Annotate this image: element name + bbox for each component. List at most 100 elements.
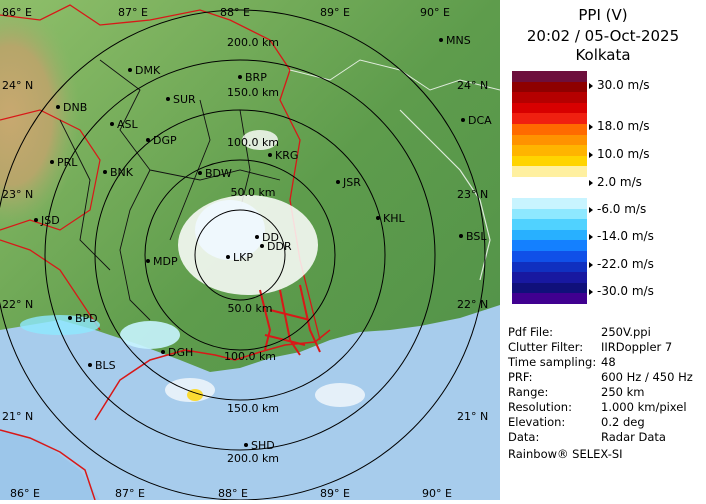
color-swatch <box>512 113 587 125</box>
lat-right-23: 23° N <box>457 188 488 201</box>
lon-bot-86: 86° E <box>10 487 40 500</box>
meta-value: 0.2 deg <box>601 415 645 429</box>
lat-right-24: 24° N <box>457 79 488 92</box>
city-asl: ASL <box>117 118 139 131</box>
plateau-shading <box>0 0 200 330</box>
lat-left-21: 21° N <box>2 410 33 423</box>
city-prl: PRL <box>57 156 78 169</box>
meta-key: Clutter Filter: <box>508 340 584 354</box>
meta-key: Pdf File: <box>508 325 554 339</box>
range-label-s-50: 50.0 km <box>227 302 272 315</box>
station-title: Kolkata <box>575 46 631 64</box>
range-label-n-200: 200.0 km <box>227 36 279 49</box>
legend-marker-icon <box>589 151 593 158</box>
city-dca: DCA <box>468 114 492 127</box>
city-bls: BLS <box>95 359 116 372</box>
district-borders <box>59 59 281 321</box>
meta-row: Range: 250 km <box>508 385 644 399</box>
color-swatch <box>512 102 587 114</box>
meta-row: Clutter Filter: IIRDoppler 7 <box>508 340 672 354</box>
color-swatch <box>512 293 587 305</box>
city-mdp: MDP <box>153 255 178 268</box>
color-swatch <box>512 251 587 263</box>
meta-value: IIRDoppler 7 <box>601 340 673 354</box>
meta-key: Range: <box>508 385 549 399</box>
bay-of-bengal <box>0 305 500 500</box>
legend-text: 18.0 m/s <box>597 119 650 133</box>
city-sur: SUR <box>173 93 196 106</box>
product-title: PPI (V) <box>578 6 628 24</box>
legend-text: -22.0 m/s <box>597 257 654 271</box>
datetime-title: 20:02 / 05-Oct-2025 <box>526 27 680 45</box>
meta-value: 600 Hz / 450 Hz <box>601 370 693 384</box>
sundarbans-channels <box>259 284 321 356</box>
echo-core <box>195 200 265 260</box>
color-swatch <box>512 145 587 157</box>
meta-value: Radar Data <box>601 430 666 444</box>
legend-marker-icon <box>589 179 593 186</box>
legend-marker-icon <box>589 206 593 213</box>
lon-bot-89: 89° E <box>320 487 350 500</box>
velocity-color-scale <box>512 71 587 305</box>
city-krg: KRG <box>275 149 298 162</box>
legend-marker-icon <box>589 82 593 89</box>
legend-label-30: 30.0 m/s <box>589 78 650 92</box>
city-mns: MNS <box>446 34 471 47</box>
city-brp: BRP <box>245 71 267 84</box>
color-swatch <box>512 92 587 104</box>
range-label-s-100: 100.0 km <box>224 350 276 363</box>
meta-key: PRF: <box>508 370 533 384</box>
legend-label-18: 18.0 m/s <box>589 119 650 133</box>
lon-top-89: 89° E <box>320 6 350 19</box>
lat-left-22: 22° N <box>2 298 33 311</box>
graticule-labels: 86° E 87° E 88° E 89° E 90° E 86° E 87° … <box>2 6 488 500</box>
lon-top-86: 86° E <box>2 6 32 19</box>
radar-map-svg: 200.0 km 150.0 km 100.0 km 50.0 km 50.0 … <box>0 0 501 501</box>
color-swatch <box>512 272 587 284</box>
city-dnb: DNB <box>63 101 87 114</box>
meta-row: Data: Radar Data <box>508 430 666 444</box>
lon-bot-90: 90° E <box>422 487 452 500</box>
city-dd: DD <box>262 231 279 244</box>
ring-50km <box>194 209 286 301</box>
city-bnk: BNK <box>110 166 134 179</box>
state-border-west <box>0 239 101 331</box>
meta-row: Resolution: 1.000 km/pixel <box>508 400 687 414</box>
color-swatch <box>512 198 587 210</box>
lon-top-87: 87° E <box>118 6 148 19</box>
legend-label-2: 2.0 m/s <box>589 175 642 189</box>
color-swatch <box>512 123 587 136</box>
city-ddr: DDR <box>267 240 292 253</box>
range-label-n-150: 150.0 km <box>227 86 279 99</box>
software-credit: Rainbow® SELEX-SI <box>508 447 623 461</box>
lat-right-22: 22° N <box>457 298 488 311</box>
legend-text: 10.0 m/s <box>597 147 650 161</box>
color-swatch <box>512 176 587 188</box>
echo-southwest <box>120 321 180 349</box>
color-swatch <box>512 187 587 199</box>
meta-value: 250 km <box>601 385 645 399</box>
ring-100km <box>144 159 336 351</box>
meta-value: 250V.ppi <box>601 325 651 339</box>
lon-bot-88: 88° E <box>218 487 248 500</box>
legend-text: -6.0 m/s <box>597 202 647 216</box>
lat-right-21: 21° N <box>457 410 488 423</box>
coastline-west <box>0 429 96 501</box>
echo-north <box>242 130 278 150</box>
meta-row: PRF: 600 Hz / 450 Hz <box>508 370 693 384</box>
radar-map: 200.0 km 150.0 km 100.0 km 50.0 km 50.0 … <box>0 0 501 501</box>
legend-marker-icon <box>589 288 593 295</box>
range-label-s-150: 150.0 km <box>227 402 279 415</box>
legend-marker-icon <box>589 261 593 268</box>
lon-top-90: 90° E <box>420 6 450 19</box>
city-dgp: DGP <box>153 134 177 147</box>
city-shd: SHD <box>251 439 275 452</box>
legend-marker-icon <box>589 123 593 130</box>
lon-top-88: 88° E <box>220 6 250 19</box>
echo-west <box>20 315 100 335</box>
meta-row: Pdf File: 250V.ppi <box>508 325 651 339</box>
meta-key: Resolution: <box>508 400 572 414</box>
legend-marker-icon <box>589 233 593 240</box>
legend-label-neg22: -22.0 m/s <box>589 257 654 271</box>
legend-label-neg6: -6.0 m/s <box>589 202 646 216</box>
